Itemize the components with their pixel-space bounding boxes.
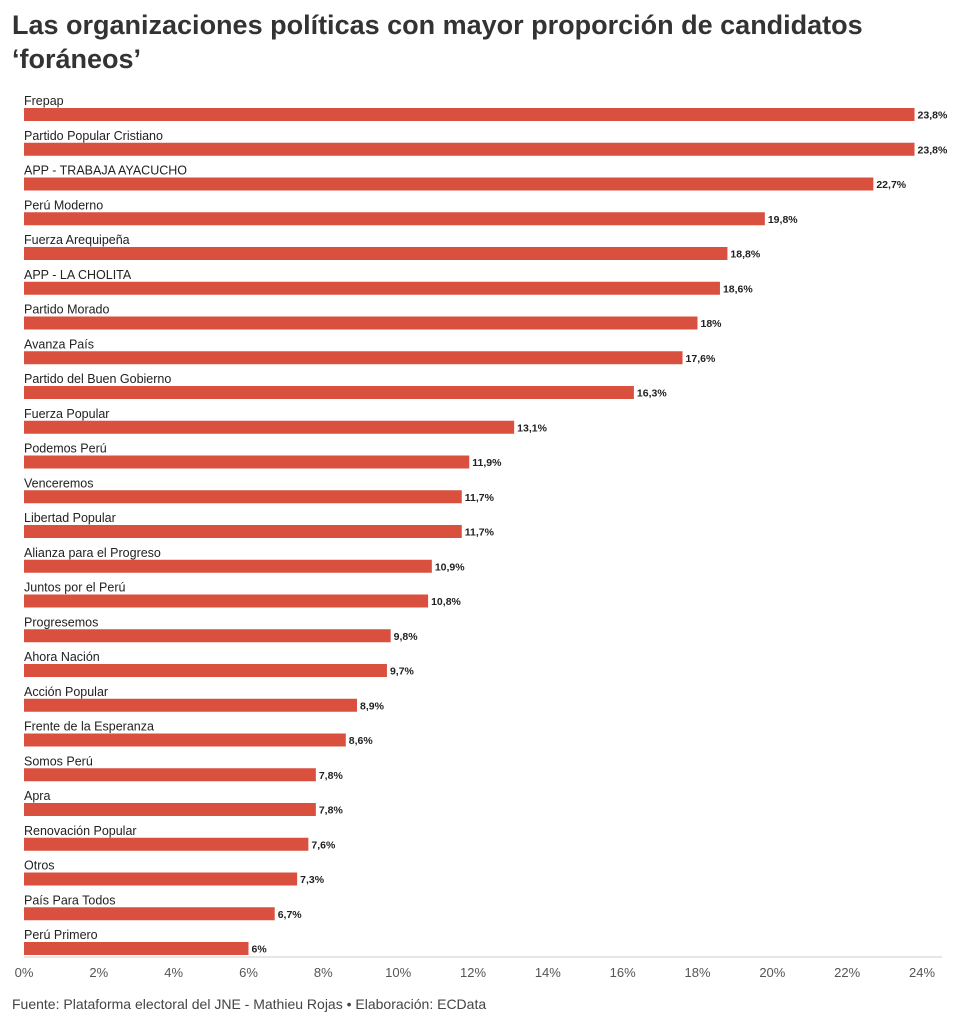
value-label: 7,8% bbox=[319, 805, 344, 817]
x-tick-label: 12% bbox=[460, 965, 486, 980]
category-label: Partido del Buen Gobierno bbox=[24, 372, 171, 386]
value-label: 8,9% bbox=[360, 700, 385, 712]
value-label: 9,7% bbox=[390, 666, 415, 678]
x-tick-label: 2% bbox=[89, 965, 108, 980]
category-label: Partido Morado bbox=[24, 303, 110, 317]
category-label: Avanza País bbox=[24, 337, 94, 351]
x-tick-label: 10% bbox=[385, 965, 411, 980]
value-label: 10,8% bbox=[431, 596, 461, 608]
category-label: APP - LA CHOLITA bbox=[24, 268, 132, 282]
value-label: 17,6% bbox=[686, 353, 716, 365]
value-label: 11,7% bbox=[465, 492, 495, 504]
category-label: Progresemos bbox=[24, 615, 98, 629]
bar bbox=[24, 907, 275, 921]
category-label: Perú Moderno bbox=[24, 198, 103, 212]
value-label: 23,8% bbox=[918, 144, 948, 156]
bar bbox=[24, 490, 462, 504]
bar bbox=[24, 177, 874, 191]
category-label: Apra bbox=[24, 789, 50, 803]
value-label: 13,1% bbox=[517, 422, 547, 434]
category-label: Libertad Popular bbox=[24, 511, 116, 525]
value-label: 18% bbox=[701, 318, 723, 330]
x-tick-label: 18% bbox=[684, 965, 710, 980]
value-label: 6% bbox=[252, 944, 268, 956]
bar bbox=[24, 142, 915, 156]
bar bbox=[24, 559, 432, 573]
value-label: 19,8% bbox=[768, 214, 798, 226]
x-tick-label: 8% bbox=[314, 965, 333, 980]
category-label: Alianza para el Progreso bbox=[24, 546, 161, 560]
x-tick-label: 4% bbox=[164, 965, 183, 980]
bar-chart: Frepap 23,8% Partido Popular Cristiano 23,8… bbox=[15, 94, 948, 980]
value-label: 9,8% bbox=[394, 631, 419, 643]
bar bbox=[24, 629, 391, 643]
bar bbox=[24, 803, 316, 816]
value-label: 11,9% bbox=[472, 457, 502, 469]
category-label: Renovación Popular bbox=[24, 824, 137, 838]
x-tick-label: 24% bbox=[909, 965, 935, 980]
bar bbox=[24, 698, 358, 712]
category-label: Partido Popular Cristiano bbox=[24, 129, 163, 143]
bar bbox=[24, 664, 387, 677]
x-tick-label: 14% bbox=[535, 965, 561, 980]
category-label: Otros bbox=[24, 859, 55, 873]
value-label: 18,8% bbox=[730, 249, 760, 261]
bar bbox=[24, 594, 429, 608]
category-label: Juntos por el Perú bbox=[24, 581, 125, 595]
category-label: APP - TRABAJA AYACUCHO bbox=[24, 164, 187, 178]
category-label: Fuerza Arequipeña bbox=[24, 233, 130, 247]
value-label: 18,6% bbox=[723, 283, 753, 295]
value-label: 23,8% bbox=[918, 110, 948, 122]
bar bbox=[24, 455, 470, 469]
bar bbox=[24, 942, 249, 955]
value-label: 7,6% bbox=[311, 839, 336, 851]
bar bbox=[24, 386, 634, 399]
category-label: Frente de la Esperanza bbox=[24, 720, 154, 734]
x-tick-label: 16% bbox=[610, 965, 636, 980]
category-label: Venceremos bbox=[24, 476, 93, 490]
bar bbox=[24, 420, 515, 434]
category-label: País Para Todos bbox=[24, 893, 116, 907]
category-label: Frepap bbox=[24, 94, 64, 108]
bar bbox=[24, 316, 698, 330]
bar bbox=[24, 108, 915, 121]
bar bbox=[24, 281, 720, 295]
value-label: 7,3% bbox=[300, 874, 325, 886]
x-tick-label: 20% bbox=[759, 965, 785, 980]
value-label: 16,3% bbox=[637, 388, 667, 400]
category-label: Podemos Perú bbox=[24, 442, 107, 456]
value-label: 22,7% bbox=[876, 179, 906, 191]
chart-title: Las organizaciones políticas con mayor p… bbox=[12, 10, 863, 74]
x-tick-label: 22% bbox=[834, 965, 860, 980]
bar bbox=[24, 212, 765, 226]
bar bbox=[24, 768, 316, 782]
value-label: 7,8% bbox=[319, 770, 344, 782]
category-label: Fuerza Popular bbox=[24, 407, 109, 421]
bar bbox=[24, 733, 346, 747]
bar bbox=[24, 837, 309, 851]
value-label: 6,7% bbox=[278, 909, 303, 921]
value-label: 8,6% bbox=[349, 735, 374, 747]
category-label: Somos Perú bbox=[24, 754, 93, 768]
bar bbox=[24, 247, 728, 260]
bar bbox=[24, 872, 298, 886]
category-label: Ahora Nación bbox=[24, 650, 100, 664]
bar bbox=[24, 525, 462, 538]
value-label: 11,7% bbox=[465, 527, 495, 539]
source-note: Fuente: Plataforma electoral del JNE - M… bbox=[12, 996, 487, 1012]
x-tick-label: 0% bbox=[15, 965, 34, 980]
bar bbox=[24, 351, 683, 365]
value-label: 10,9% bbox=[435, 561, 465, 573]
x-tick-label: 6% bbox=[239, 965, 258, 980]
category-label: Perú Primero bbox=[24, 928, 98, 942]
category-label: Acción Popular bbox=[24, 685, 108, 699]
